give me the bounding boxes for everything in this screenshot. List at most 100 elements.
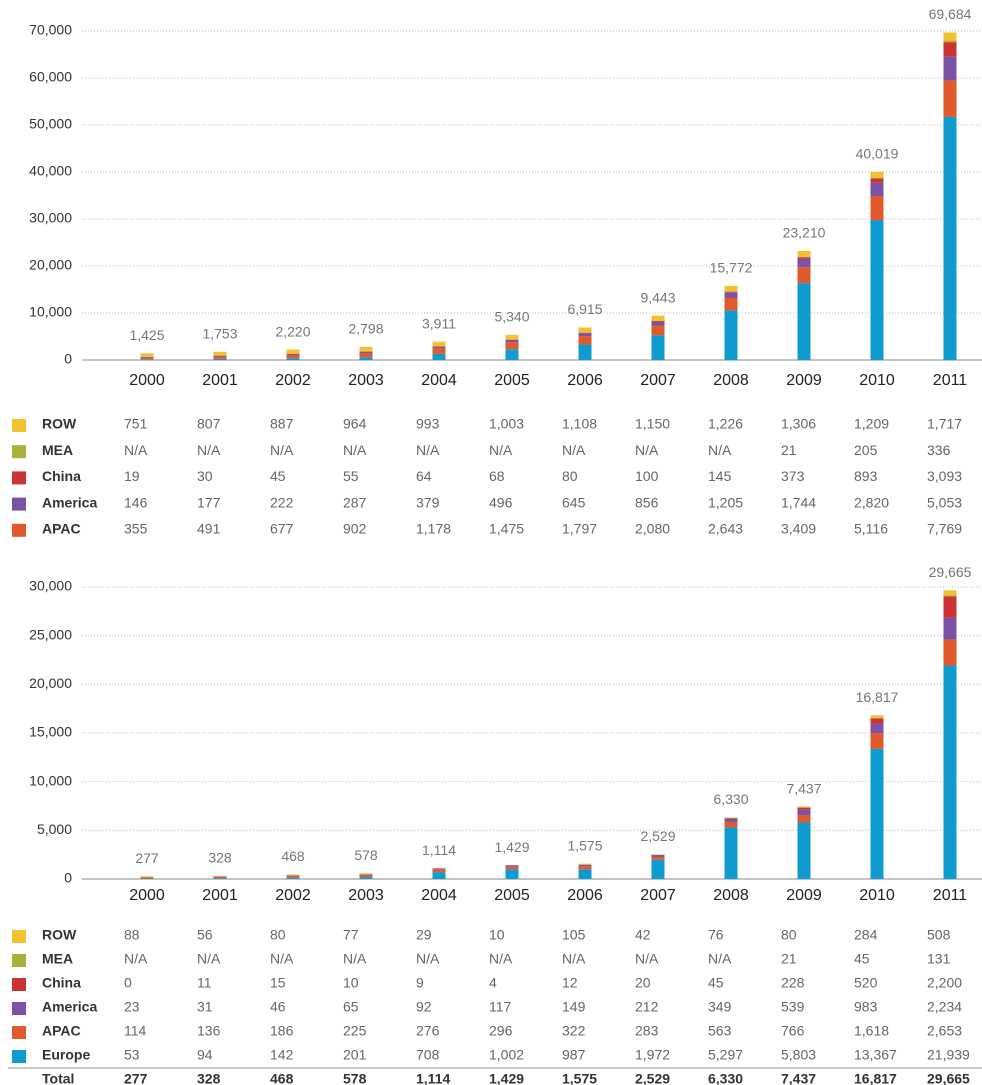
table-cell: 13,367	[854, 1047, 897, 1063]
table-cell: 0	[124, 975, 132, 991]
table-cell: 677	[270, 521, 294, 537]
table-cell: 201	[343, 1047, 367, 1063]
bar-segment	[724, 292, 738, 298]
legend-label: America	[42, 999, 97, 1015]
table-cell: 21	[781, 951, 797, 967]
table-cell: 983	[854, 999, 878, 1015]
bar-segment	[724, 821, 738, 828]
legend-swatch	[12, 471, 26, 485]
table-cell: N/A	[124, 442, 148, 458]
table-cell: N/A	[562, 442, 586, 458]
total-label: 9,443	[640, 289, 675, 305]
table-cell: 987	[562, 1047, 586, 1063]
table-cell: 80	[781, 927, 797, 943]
table-cell: 76	[708, 927, 724, 943]
legend-swatch	[12, 954, 26, 967]
total-cell: 328	[197, 1071, 221, 1085]
table-cell: 88	[124, 927, 140, 943]
table-cell: 2,820	[854, 494, 889, 510]
table-cell: 1,209	[854, 416, 889, 432]
x-tick-label: 2000	[129, 372, 165, 389]
table-cell: 100	[635, 468, 659, 484]
bar-segment	[213, 356, 227, 359]
bar-segment	[578, 863, 592, 865]
bar-segment	[943, 596, 957, 618]
y-tick-label: 50,000	[29, 116, 72, 132]
bar-segment	[870, 748, 884, 879]
bar-segment	[359, 877, 373, 879]
bar-segment	[505, 869, 519, 879]
bar-segment	[213, 355, 227, 357]
bar-segment	[578, 866, 592, 870]
total-label: 2,220	[275, 323, 310, 339]
table-cell: 283	[635, 1023, 659, 1039]
bar-segment	[943, 617, 957, 640]
total-cell: 2,529	[635, 1071, 670, 1085]
bar-segment	[505, 349, 519, 360]
bar-segment	[943, 665, 957, 879]
bar-segment	[505, 342, 519, 350]
total-label: 3,911	[422, 315, 456, 331]
table-cell: 149	[562, 999, 586, 1015]
total-label: 40,019	[856, 146, 899, 162]
x-tick-label: 2004	[421, 372, 457, 389]
table-cell: 1,618	[854, 1023, 889, 1039]
table-cell: 205	[854, 442, 878, 458]
bar-segment	[432, 868, 446, 870]
table-cell: 9	[416, 975, 424, 991]
table-cell: 284	[854, 927, 878, 943]
bar-segment	[359, 874, 373, 878]
table-cell: 5,297	[708, 1047, 743, 1063]
total-label: 1,114	[422, 842, 456, 858]
table-cell: 1,972	[635, 1047, 670, 1063]
bar-segment	[943, 40, 957, 43]
table-cell: 19	[124, 468, 140, 484]
total-label: 2,798	[348, 321, 383, 337]
table-cell: 45	[708, 975, 724, 991]
bar-segment	[943, 595, 957, 597]
table-cell: 993	[416, 416, 440, 432]
bar-segment	[870, 733, 884, 749]
total-label: 29,665	[929, 564, 972, 580]
bar-segment	[724, 817, 738, 819]
table-cell: 751	[124, 416, 148, 432]
table-cell: 64	[416, 468, 432, 484]
bar-segment	[870, 171, 884, 178]
y-tick-label: 30,000	[29, 210, 72, 226]
table-cell: 1,178	[416, 521, 451, 537]
total-label: 69,684	[929, 6, 972, 22]
total-cell: 16,817	[854, 1071, 897, 1085]
table-cell: 46	[270, 999, 286, 1015]
table-cell: 563	[708, 1023, 732, 1039]
legend-label: APAC	[42, 1023, 81, 1039]
bar-segment	[797, 809, 811, 816]
table-cell: 322	[562, 1023, 586, 1039]
table-cell: 53	[124, 1047, 140, 1063]
x-tick-label: 2007	[640, 887, 676, 904]
bar-segment	[943, 639, 957, 666]
x-tick-label: 2002	[275, 372, 311, 389]
table-cell: 186	[270, 1023, 294, 1039]
total-label: 6,330	[713, 791, 748, 807]
legend-label: America	[42, 494, 97, 510]
table-cell: N/A	[562, 951, 586, 967]
table-cell: 10	[343, 975, 359, 991]
table-cell: 349	[708, 999, 732, 1015]
table-cell: 496	[489, 494, 513, 510]
bar-segment	[578, 869, 592, 879]
x-tick-label: 2010	[859, 372, 895, 389]
total-label: 1,425	[129, 327, 164, 343]
y-tick-label: 10,000	[29, 772, 72, 788]
table-cell: 12	[562, 975, 578, 991]
y-tick-label: 0	[64, 870, 72, 886]
bar-segment	[213, 875, 227, 877]
table-cell: 964	[343, 416, 367, 432]
table-cell: 1,797	[562, 521, 597, 537]
total-label: 15,772	[710, 260, 753, 276]
table-cell: 355	[124, 521, 148, 537]
table-cell: 30	[197, 468, 213, 484]
bar-segment	[286, 349, 300, 354]
bar-segment	[724, 310, 738, 360]
table-cell: 856	[635, 494, 659, 510]
